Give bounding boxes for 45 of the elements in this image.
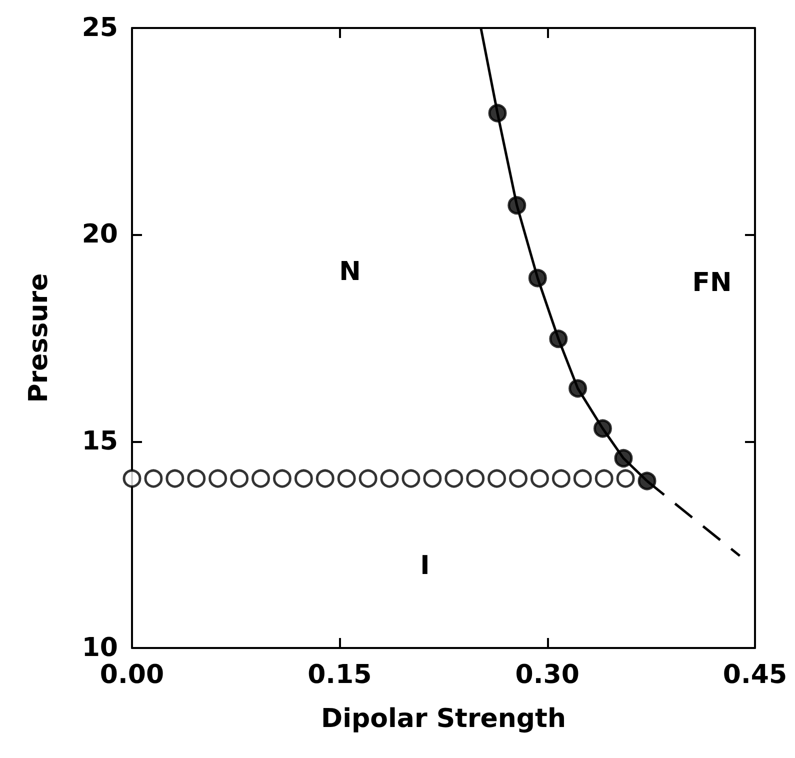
point <box>122 469 142 488</box>
point <box>530 469 549 488</box>
x-tick-label: 0.00 <box>100 660 164 690</box>
point <box>252 469 270 488</box>
point <box>466 469 485 488</box>
point <box>423 469 442 488</box>
annotation: FN <box>692 268 732 298</box>
point <box>144 469 163 488</box>
point <box>337 469 356 488</box>
point <box>593 419 612 438</box>
point <box>573 469 592 488</box>
annotation: N <box>339 257 361 287</box>
y-tick-label: 15 <box>82 426 118 456</box>
point <box>444 469 464 488</box>
point <box>380 469 399 488</box>
point <box>508 196 526 215</box>
point <box>166 469 184 488</box>
point <box>294 469 313 488</box>
point <box>614 449 633 468</box>
point <box>528 268 547 288</box>
x-tick-label: 0.45 <box>722 660 788 690</box>
x-tick-label: 0.30 <box>515 660 580 690</box>
y-axis-title: Pressure <box>24 273 54 403</box>
annotation: I <box>420 551 430 581</box>
point <box>402 469 420 488</box>
point <box>272 469 292 488</box>
y-tick-label: 25 <box>82 13 118 43</box>
point <box>616 469 635 488</box>
point <box>488 469 506 488</box>
point <box>187 469 206 488</box>
x-tick-label: 0.15 <box>308 660 372 690</box>
y-tick-label: 20 <box>82 220 118 250</box>
point <box>488 104 507 122</box>
y-tick-label: 10 <box>82 633 118 663</box>
point <box>552 469 570 488</box>
point <box>549 330 568 348</box>
point <box>568 379 588 398</box>
point <box>316 469 334 488</box>
point <box>208 469 228 488</box>
point <box>594 469 614 488</box>
point <box>230 469 249 488</box>
point <box>638 472 656 490</box>
point <box>509 469 528 488</box>
point <box>358 469 378 488</box>
x-axis-title: Dipolar Strength <box>321 704 566 734</box>
